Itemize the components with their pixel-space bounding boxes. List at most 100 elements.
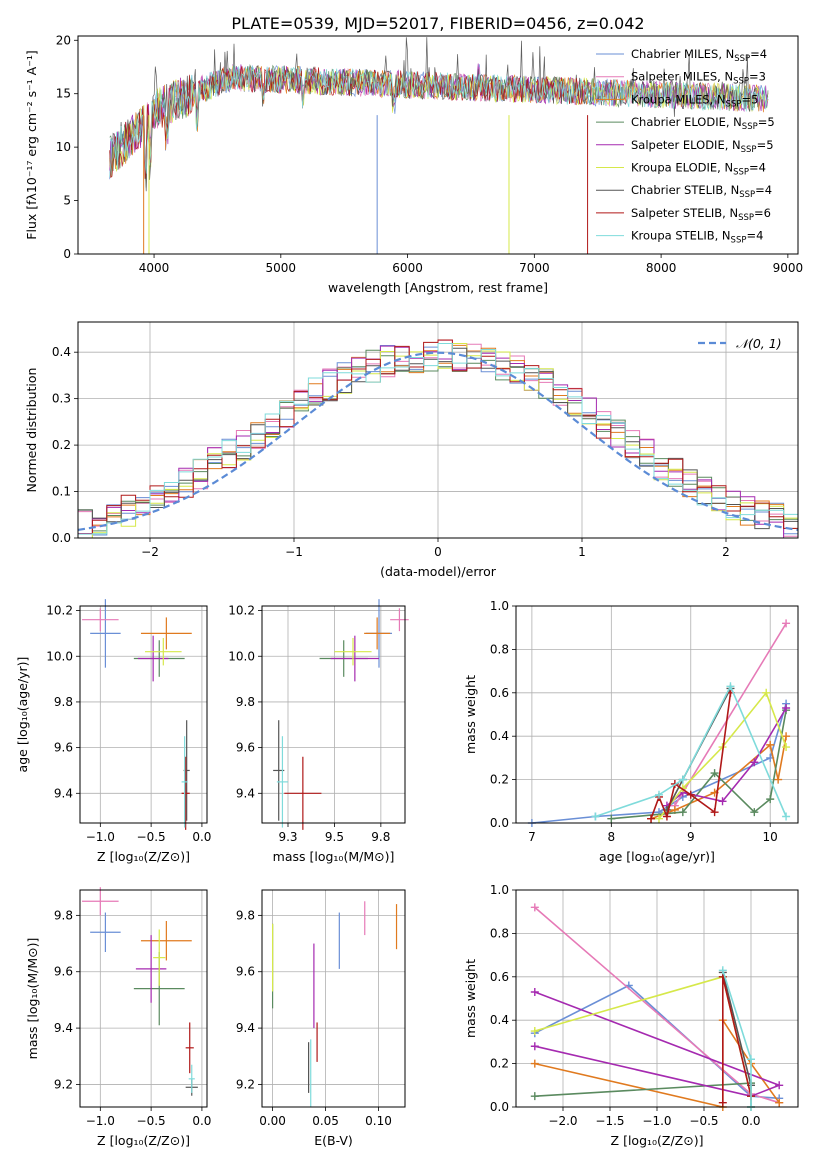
weight-marker <box>591 812 600 821</box>
y-tick-label: 0.2 <box>52 438 71 452</box>
weight-marker <box>530 1059 539 1068</box>
y-tick-label: 9.8 <box>54 695 73 709</box>
weight-marker <box>530 1092 539 1101</box>
y-tick-label: 0.4 <box>490 1013 509 1027</box>
x-tick-label: 0.0 <box>741 1114 760 1128</box>
weight-marker <box>530 1042 539 1051</box>
y-tick-label: 5 <box>63 194 71 208</box>
x-tick-label: −1 <box>285 545 303 559</box>
plot-area <box>82 887 198 1096</box>
weight-marker <box>654 790 663 799</box>
weight-marker <box>782 732 791 741</box>
weight-marker <box>718 1098 727 1107</box>
y-tick-label: 0.4 <box>52 345 71 359</box>
y-tick-label: 0.4 <box>490 729 509 743</box>
axes-frame <box>261 605 406 824</box>
spectrum-line <box>109 65 769 177</box>
weight-marker <box>775 1098 784 1107</box>
x-tick-label: 7 <box>528 830 536 844</box>
y-tick-label: 9.4 <box>236 1021 255 1035</box>
weight-marker <box>710 808 719 817</box>
weight-line <box>534 1082 752 1107</box>
weight-marker <box>766 795 775 804</box>
x-tick-label: 0.05 <box>312 1114 339 1128</box>
histogram-step <box>78 343 798 535</box>
y-tick-label: 10 <box>56 140 71 154</box>
y-axis-label: Flux [fλ10⁻¹⁷ erg cm⁻² s⁻¹ A⁻¹] <box>24 50 39 239</box>
weight-marker <box>710 769 719 778</box>
plot-area <box>82 599 192 830</box>
weight-line <box>650 736 787 820</box>
y-axis-label: mass weight <box>463 959 478 1038</box>
residuals-panel: −2 −1 0 1 2 0.0 0.1 0.2 0.3 0.4 (data-model)/error… <box>24 321 799 579</box>
weight-marker <box>762 688 771 697</box>
weight-marker <box>782 619 791 628</box>
y-tick-label: 9.8 <box>54 908 73 922</box>
y-tick-label: 10.0 <box>46 649 73 663</box>
x-tick-label: −1.0 <box>642 1114 671 1128</box>
y-axis-label: age [log₁₀(age/yr)] <box>15 657 30 773</box>
x-tick-label: 0 <box>434 545 442 559</box>
histogram-step <box>78 349 798 532</box>
legend-label: Kroupa ELODIE, NSSP=4 <box>631 161 766 178</box>
age-vs-mass-panel: 9.3 9.5 9.8 9.4 9.6 9.8 10.0 10.2 mass [log₁₀(M/… <box>228 599 409 864</box>
mass-vs-ebv-panel: 0.00 0.05 0.10 9.2 9.4 9.6 9.8 E(B-V) <box>236 889 406 1148</box>
weight-marker <box>718 966 727 975</box>
y-tick-label: 9.6 <box>54 965 73 979</box>
x-tick-label: −2 <box>141 545 159 559</box>
weight-marker <box>662 812 671 821</box>
axes-frame <box>77 35 799 255</box>
x-tick-label: 9000 <box>773 261 804 275</box>
x-axis-label: age [log₁₀(age/yr)] <box>599 849 715 864</box>
y-tick-label: 0.0 <box>52 531 71 545</box>
x-tick-label: 6000 <box>392 261 423 275</box>
y-tick-label: 0 <box>63 247 71 261</box>
x-tick-label: 7000 <box>519 261 550 275</box>
y-tick-label: 0.0 <box>490 1100 509 1114</box>
axes-frame <box>261 889 406 1108</box>
axes-frame <box>79 605 208 824</box>
y-tick-label: 9.2 <box>236 1077 255 1091</box>
weight-marker <box>782 703 791 712</box>
normal-curve <box>77 351 799 531</box>
plot-area <box>77 339 799 539</box>
y-tick-label: 0.0 <box>490 816 509 830</box>
weight-marker <box>782 812 791 821</box>
x-tick-label: 10 <box>763 830 778 844</box>
axes-frame <box>515 889 799 1108</box>
plot-area <box>273 599 409 830</box>
weight-marker <box>766 740 775 749</box>
weight-vs-age-panel: 7 8 9 10 0.0 0.2 0.4 0.6 0.8 1.0 age [log₁₀(age/yr… <box>463 599 799 864</box>
weight-marker <box>775 1081 784 1090</box>
weight-marker <box>718 797 727 806</box>
x-tick-label: 9.8 <box>371 830 390 844</box>
figure-title: PLATE=0539, MJD=52017, FIBERID=0456, z=0… <box>231 14 644 33</box>
plot-area <box>530 903 784 1111</box>
plot-area <box>109 37 769 254</box>
axes-frame <box>79 889 208 1108</box>
x-tick-label: −0.5 <box>137 1114 166 1128</box>
y-tick-label: 9.6 <box>236 965 255 979</box>
weight-marker <box>530 987 539 996</box>
legend-label: Kroupa MILES, NSSP=5 <box>631 92 758 109</box>
y-tick-label: 1.0 <box>490 883 509 897</box>
weight-line <box>722 972 752 1086</box>
x-tick-label: 9.3 <box>278 830 297 844</box>
weight-line <box>534 991 782 1098</box>
x-tick-label: 0.0 <box>192 1114 211 1128</box>
x-tick-label: −1.0 <box>86 1114 115 1128</box>
x-axis-label: Z [log₁₀(Z/Z⊙)] <box>97 849 190 864</box>
x-tick-label: 4000 <box>139 261 170 275</box>
weight-marker <box>750 758 759 767</box>
weight-vs-Z-panel: −2.0 −1.5 −1.0 −0.5 0.0 0.0 0.2 0.4 0.6 0.8 1.0 Z [… <box>463 883 799 1148</box>
x-axis-label: Z [log₁₀(Z/Z⊙)] <box>611 1133 704 1148</box>
y-axis-label: mass [log₁₀(M/M⊙)] <box>25 938 40 1060</box>
y-tick-label: 9.4 <box>54 1021 73 1035</box>
weight-marker <box>678 808 687 817</box>
x-axis-label: wavelength [Angstrom, rest frame] <box>328 280 548 295</box>
x-tick-label: 2 <box>722 545 730 559</box>
x-tick-label: 8 <box>608 830 616 844</box>
legend-label: Salpeter ELODIE, NSSP=5 <box>631 138 774 155</box>
x-tick-label: 0.0 <box>192 830 211 844</box>
y-tick-label: 10.2 <box>46 604 73 618</box>
